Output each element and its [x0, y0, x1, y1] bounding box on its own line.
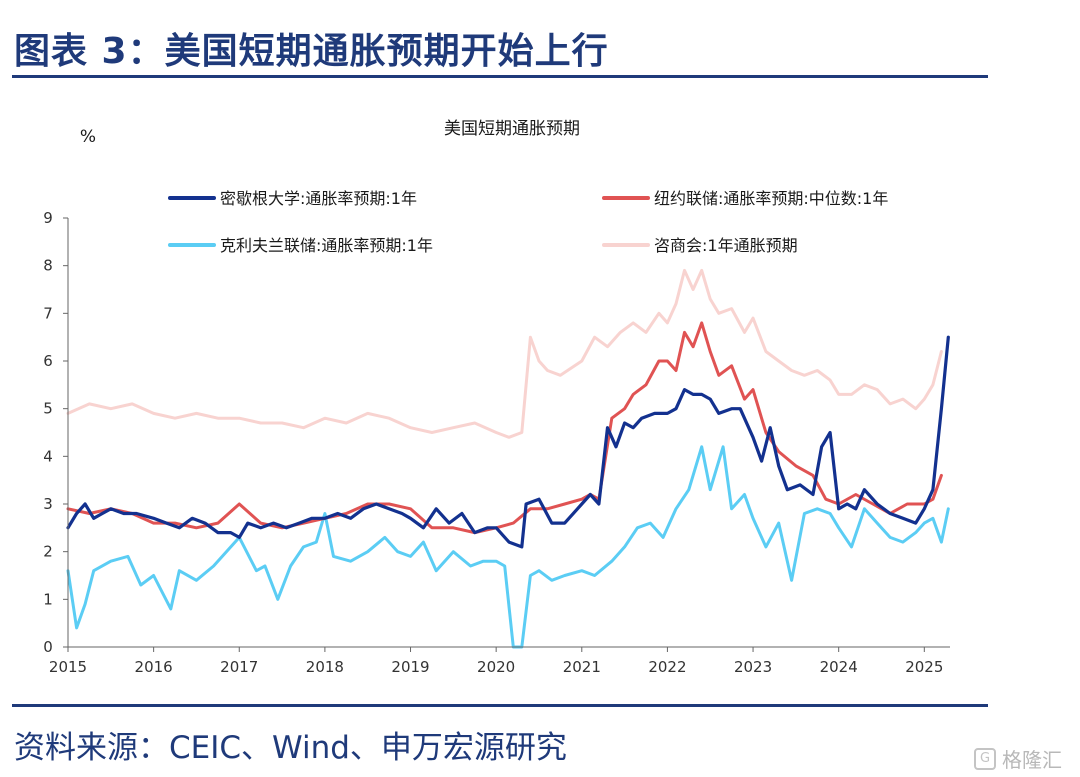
chart-title: 美国短期通胀预期 [444, 119, 580, 139]
series-line-0 [66, 268, 943, 439]
y-tick-label: 2 [43, 543, 53, 561]
y-tick-label: 4 [43, 447, 53, 465]
legend-item: 克利夫兰联储:通胀率预期:1年 [168, 236, 433, 255]
y-tick-label: 3 [43, 495, 53, 513]
series-line-2 [66, 321, 943, 535]
legend-label: 克利夫兰联储:通胀率预期:1年 [220, 236, 433, 255]
series-line-1 [66, 445, 950, 649]
chart-legend: 密歇根大学:通胀率预期:1年 纽约联储:通胀率预期:中位数:1年克利夫兰联储:通胀… [168, 189, 888, 255]
x-tick-label: 2018 [306, 658, 344, 676]
series-layer [66, 268, 950, 649]
y-tick-label: 1 [43, 590, 53, 608]
watermark-logo-icon: G [974, 747, 996, 770]
x-tick-label: 2015 [49, 658, 87, 676]
legend-item: 咨商会:1年通胀预期 [602, 236, 798, 255]
source-note: 资料来源：CEIC、Wind、申万宏源研究 [14, 730, 567, 766]
y-tick-label: 0 [43, 638, 53, 656]
x-tick-label: 2021 [563, 658, 601, 676]
legend-item: 密歇根大学:通胀率预期:1年 [168, 189, 417, 208]
watermark: G 格隆汇 [974, 744, 1062, 773]
y-tick-label: 9 [43, 209, 53, 227]
x-tick-label: 2016 [135, 658, 173, 676]
x-tick-label: 2025 [905, 658, 943, 676]
y-tick-label: 7 [43, 304, 53, 322]
chart-axes: 0 1 2 3 4 5 6 7 8 9 2015 2016 2017 2018 2019 2020 2021 20… [43, 209, 950, 676]
figure-title: 图表 3：美国短期通胀预期开始上行 [14, 31, 609, 72]
y-tick-label: 6 [43, 352, 53, 370]
source-divider [12, 704, 988, 707]
y-tick-label: 8 [43, 257, 53, 275]
legend-label: 咨商会:1年通胀预期 [654, 236, 798, 255]
x-tick-label: 2019 [391, 658, 429, 676]
x-tick-label: 2023 [734, 658, 772, 676]
legend-label: 密歇根大学:通胀率预期:1年 [220, 189, 417, 208]
legend-label: 纽约联储:通胀率预期:中位数:1年 [654, 189, 888, 208]
watermark-text: 格隆汇 [1002, 748, 1062, 772]
series-line-3 [66, 335, 950, 549]
x-tick-label: 2017 [220, 658, 258, 676]
y-tick-label: 5 [43, 400, 53, 418]
y-axis-unit: % [80, 127, 96, 147]
title-divider [12, 75, 988, 78]
legend-item: 纽约联储:通胀率预期:中位数:1年 [602, 189, 888, 208]
x-tick-label: 2024 [820, 658, 858, 676]
x-tick-label: 2022 [648, 658, 686, 676]
x-tick-label: 2020 [477, 658, 515, 676]
